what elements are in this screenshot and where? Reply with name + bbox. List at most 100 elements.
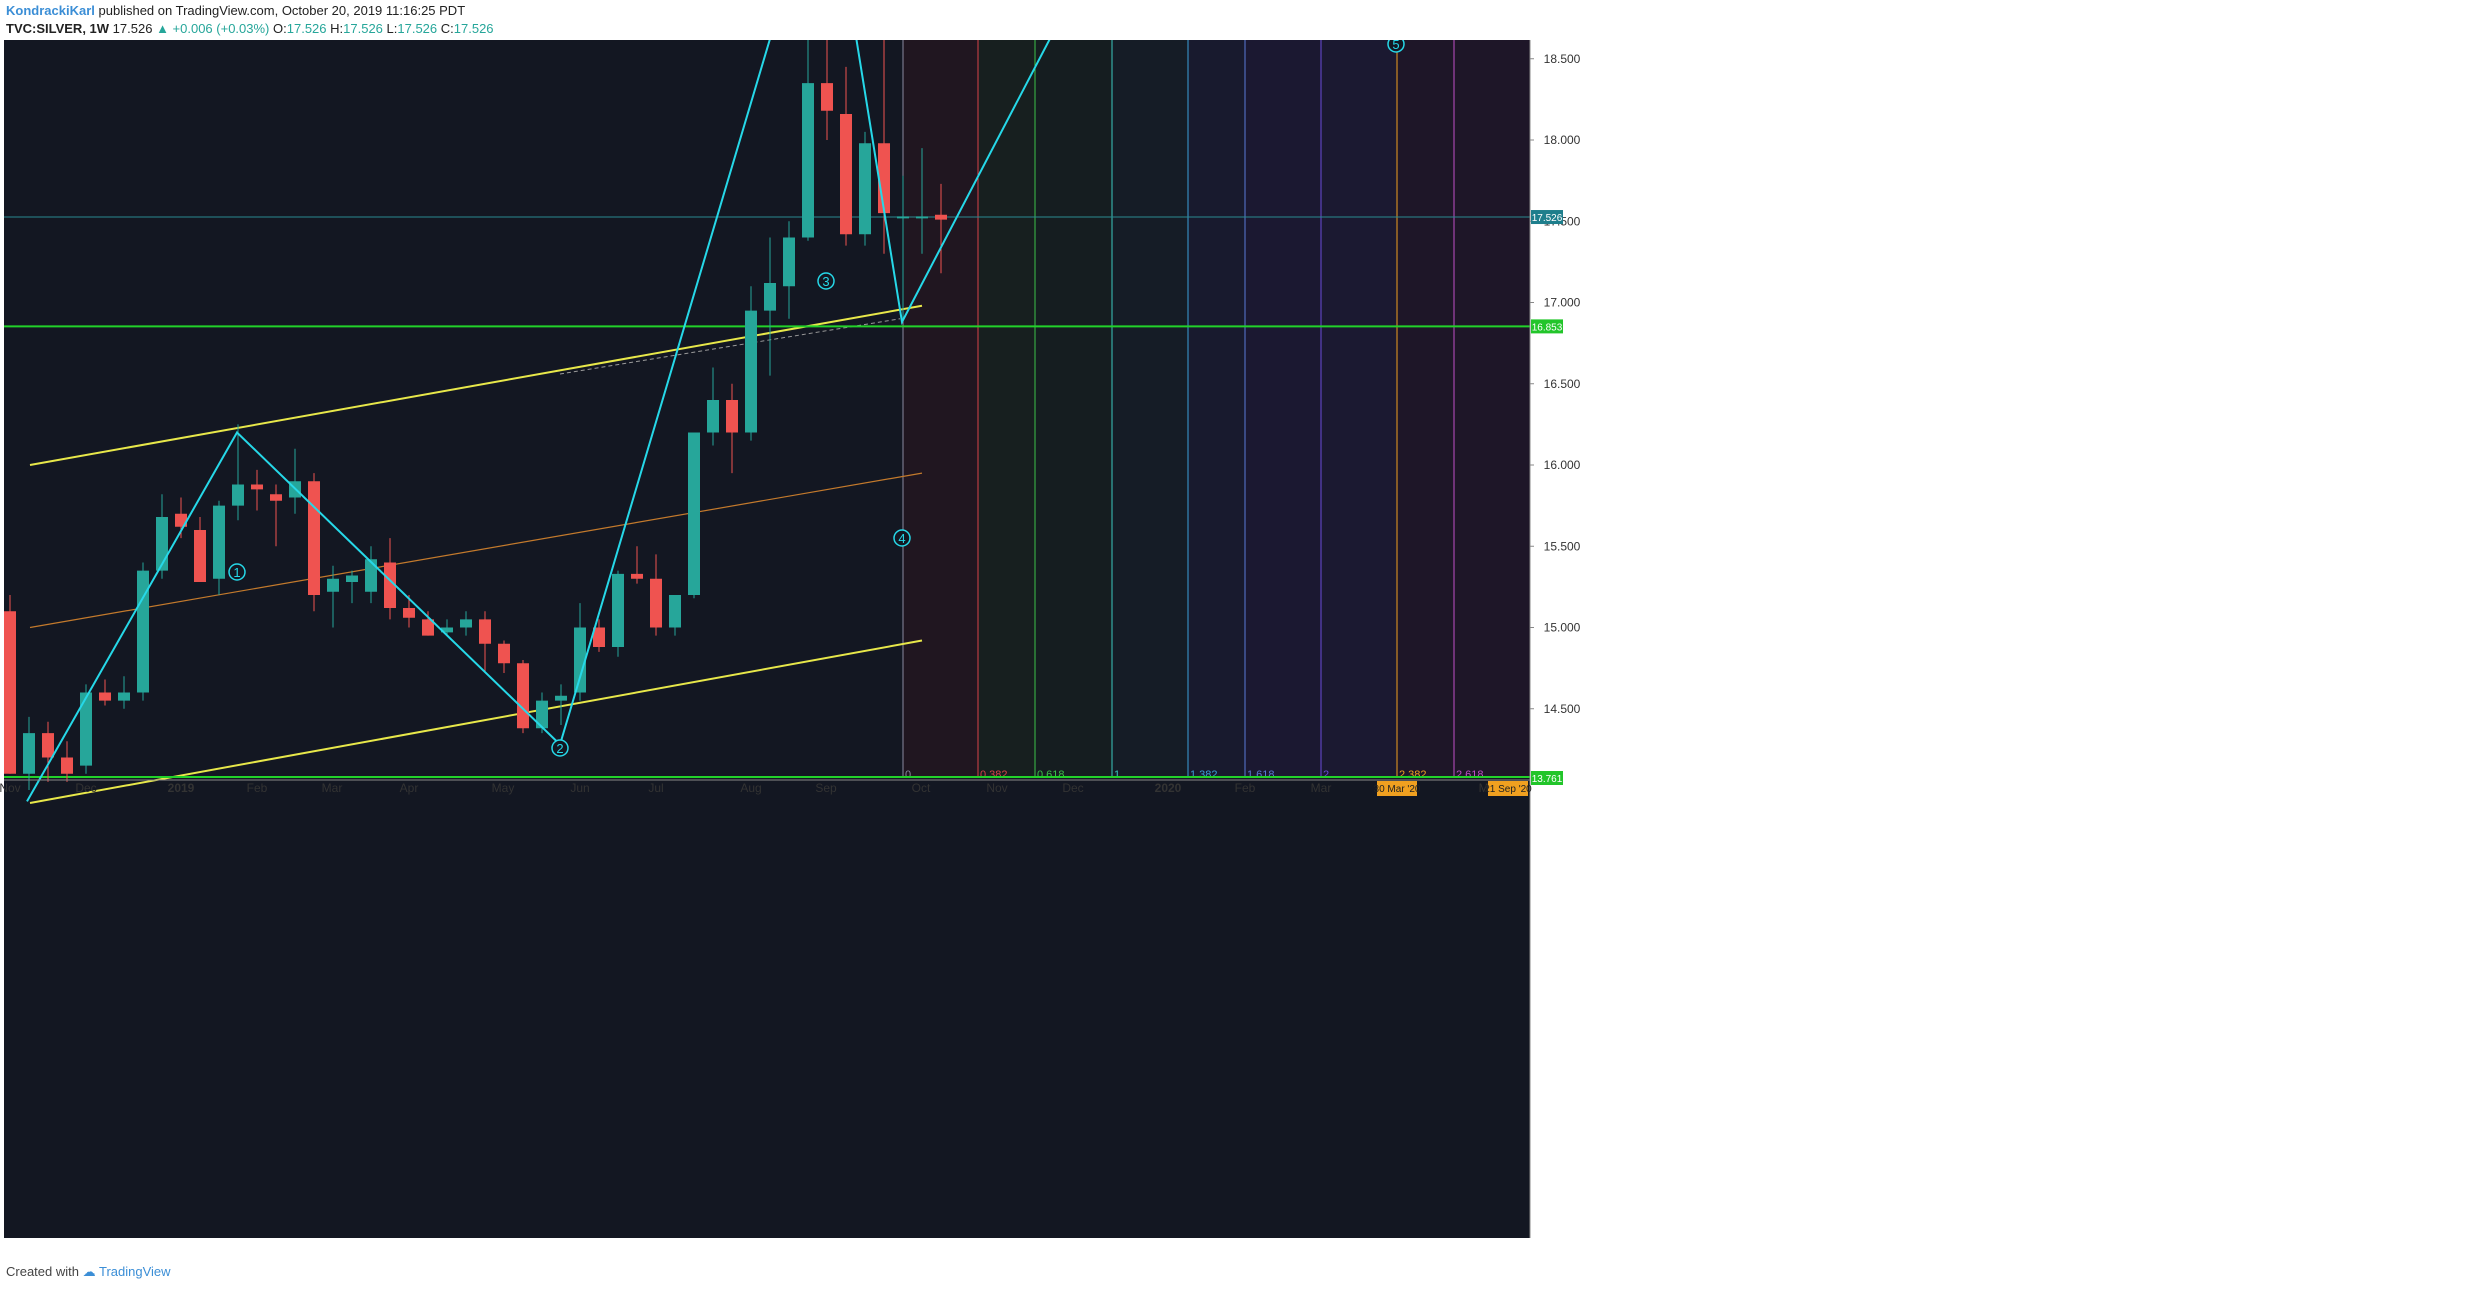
symbol-line: TVC:SILVER, 1W 17.526 ▲ +0.006 (+0.03%) … [6, 21, 494, 36]
wave-label: 2 [556, 741, 563, 756]
current-price-badge-bg [1531, 210, 1563, 225]
open-value: 17.526 [286, 21, 327, 36]
candle-body [707, 400, 719, 433]
current-price-badge: 17.526 [1532, 213, 1563, 224]
publish-line: KondrackiKarl published on TradingView.c… [6, 3, 465, 18]
fib-time-label: 1.618 [1247, 769, 1275, 781]
fib-zone-shade [978, 40, 1035, 778]
candle-body [23, 733, 35, 774]
candle-body [745, 310, 757, 433]
price-tick-label: 16.500 [1544, 377, 1581, 391]
time-tick-label: May [492, 781, 515, 795]
fib-zone-shade [1245, 40, 1321, 778]
fib-time-label: 1 [1114, 769, 1120, 781]
fib-zone-shade [1454, 40, 1530, 778]
wave-label: 1 [233, 565, 240, 580]
publish-info: published on TradingView.com, October 20… [98, 3, 466, 18]
fib-time-label: 0.618 [1037, 769, 1065, 781]
candle-body [194, 530, 206, 582]
time-tick-label: Sep [815, 781, 837, 795]
price-change: ▲ +0.006 (+0.03%) [156, 21, 270, 36]
price-chart[interactable]: 0 0.382 0.618 1 1.382 1.618 2 2.382 2.618 1 2 3 4 5 14… [0, 40, 2468, 1262]
candle-body [80, 692, 92, 766]
time-tick-label: Nov [0, 781, 21, 795]
lower-level-badge: 16.853 [1532, 322, 1563, 333]
low-value: 17.526 [397, 21, 438, 36]
candle-body [574, 627, 586, 693]
low-label: L: [386, 21, 398, 36]
candle-body [479, 619, 491, 644]
price-tick-label: 17.000 [1544, 296, 1581, 310]
price-tick-label: 18.500 [1544, 52, 1581, 66]
candle-body [175, 513, 187, 527]
candle-body [441, 627, 453, 633]
candle-body [783, 237, 795, 287]
time-tick-label: Mar [322, 781, 343, 795]
time-badge-1: 30 Mar '20 [1374, 784, 1421, 795]
fib-time-label: 2.382 [1399, 769, 1427, 781]
elliott-wave-path [26, 40, 1051, 802]
time-tick-label: Dec [1062, 781, 1083, 795]
candle-body [802, 83, 814, 238]
created-with: Created with [6, 1264, 79, 1279]
candle-body [346, 575, 358, 582]
footer: Created with ☁ TradingView [6, 1264, 171, 1280]
time-tick-label: 2019 [168, 781, 195, 795]
candle-body [251, 484, 263, 490]
time-tick-label: Feb [1235, 781, 1256, 795]
close-label: C: [440, 21, 454, 36]
bottom-level-badge-bg [1531, 771, 1563, 785]
wave-label-circle [893, 529, 911, 547]
candle-body [118, 692, 130, 701]
fib-time-label: 0 [905, 769, 911, 781]
time-tick-label: Feb [247, 781, 268, 795]
time-tick-label: Jun [570, 781, 589, 795]
fib-zone-shade [1035, 40, 1112, 778]
fib-zone-shade [1188, 40, 1245, 778]
wave-label-circle [228, 563, 246, 581]
fib-time-label: 2.618 [1456, 769, 1484, 781]
candle-body [213, 505, 225, 579]
candle-body [270, 494, 282, 501]
time-badge-2-bg [1488, 781, 1528, 796]
bottom-level-badge: 13.761 [1532, 774, 1563, 785]
price-tick-label: 18.000 [1544, 133, 1581, 147]
high-value: 17.526 [343, 21, 383, 36]
fib-time-label: 0.382 [980, 769, 1008, 781]
candle-body [422, 619, 434, 636]
fib-time-label: 1.382 [1190, 769, 1218, 781]
candle-body [555, 695, 567, 701]
tradingview-link[interactable]: TradingView [99, 1264, 171, 1279]
candle-body [859, 143, 871, 235]
time-badge-1-bg [1377, 781, 1417, 796]
candle-body [840, 114, 852, 235]
time-tick-label: Apr [400, 781, 419, 795]
candle-body [764, 283, 776, 311]
candle-body [308, 481, 320, 595]
time-tick-label: 2020 [1155, 781, 1182, 795]
wave-label-circle [551, 739, 569, 757]
fib-zone-shade [1321, 40, 1397, 778]
candle-body [4, 611, 16, 774]
candle-body [365, 559, 377, 592]
candle-body [99, 692, 111, 701]
candle-body [403, 608, 415, 618]
author-link[interactable]: KondrackiKarl [6, 3, 95, 18]
fib-zone-shade [1112, 40, 1188, 778]
last-price: 17.526 [112, 21, 153, 36]
channel-lower-line [29, 639, 923, 804]
candle-body [61, 757, 73, 774]
time-tick-label: Oct [912, 781, 931, 795]
candle-body [232, 484, 244, 506]
close-value: 17.526 [453, 21, 494, 36]
time-tick-label: Nov [986, 781, 1007, 795]
candle-body [669, 595, 681, 628]
candle-body [593, 627, 605, 647]
tradingview-logo-icon: ☁ [82, 1264, 96, 1279]
high-label: H: [330, 21, 344, 36]
open-label: O: [273, 21, 287, 36]
candle-body [460, 619, 472, 628]
candle-body [42, 733, 54, 758]
candle-body [916, 216, 928, 219]
time-tick-label: Aug [740, 781, 761, 795]
